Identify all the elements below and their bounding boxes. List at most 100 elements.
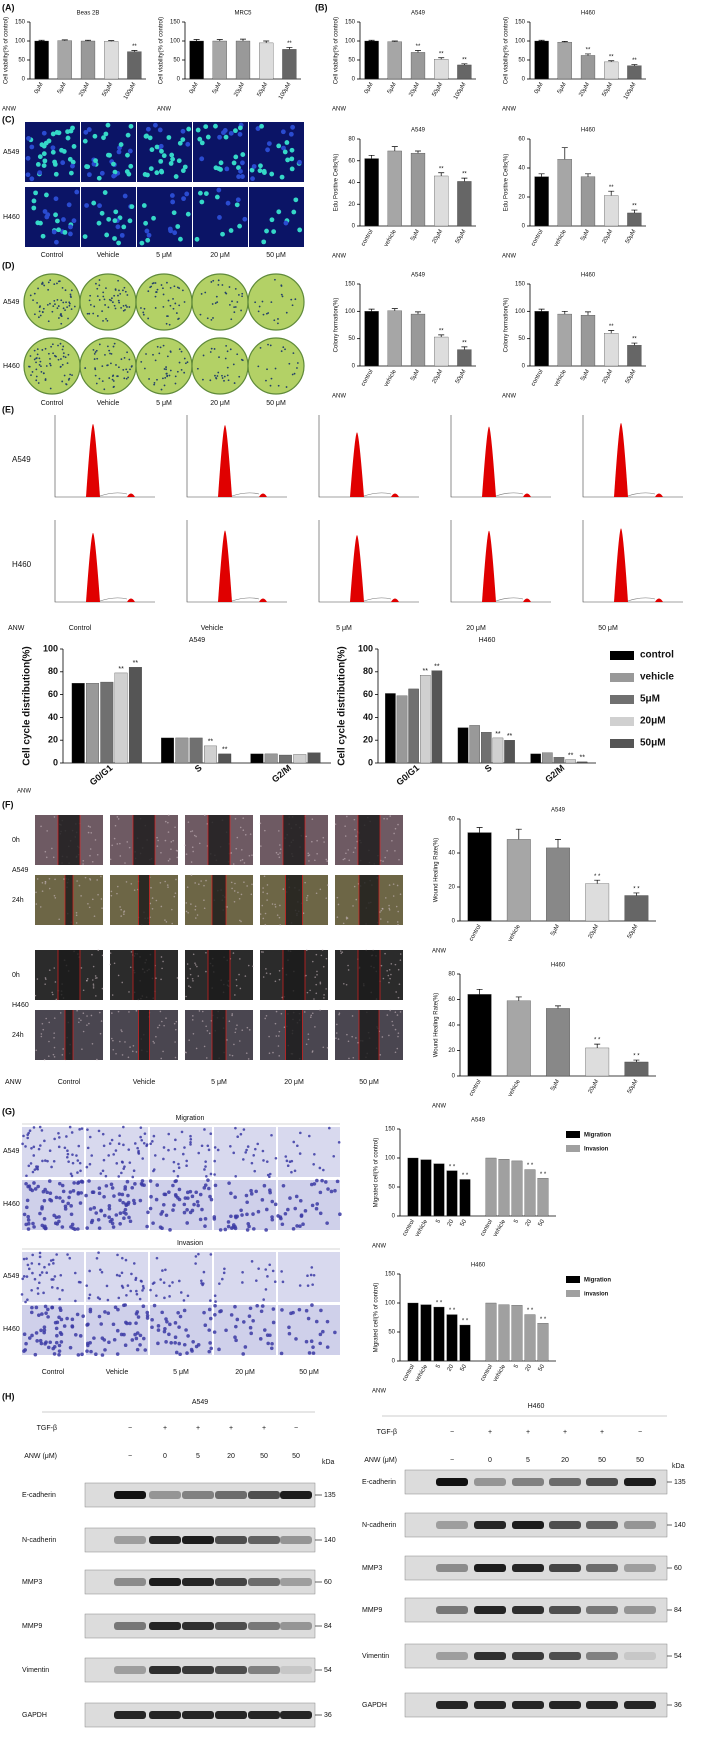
colony — [156, 378, 158, 381]
colony — [226, 366, 229, 369]
stained-cell — [123, 1207, 128, 1212]
stained-cell — [99, 1322, 104, 1326]
x-axis-label: ANW — [332, 107, 346, 113]
stained-cell — [242, 1128, 246, 1131]
cell-speck — [52, 993, 54, 996]
stained-cell — [51, 1258, 55, 1262]
fit-curve — [231, 597, 260, 602]
cell-speck — [54, 981, 57, 983]
stained-cell — [113, 1305, 118, 1310]
stained-cell — [233, 1335, 237, 1340]
nucleus — [177, 140, 183, 146]
stained-cell — [142, 1183, 146, 1188]
plate — [247, 273, 305, 331]
stained-cell — [311, 1345, 315, 1349]
colony — [110, 352, 113, 355]
cell-speck — [101, 987, 104, 990]
stained-cell — [66, 1155, 69, 1159]
nucleus — [68, 128, 74, 134]
bar — [34, 40, 49, 80]
band — [624, 1701, 656, 1709]
cell-speck — [340, 952, 343, 955]
cell-speck — [233, 1043, 235, 1046]
stained-cell — [203, 1183, 208, 1187]
nucleus — [231, 160, 237, 166]
colony — [38, 310, 41, 313]
wound-gap — [283, 815, 305, 865]
cell-speck — [230, 852, 233, 854]
colony — [232, 363, 235, 366]
stained-cell — [264, 1228, 268, 1232]
x-axis-label: ANW — [502, 394, 516, 400]
error-bar — [391, 146, 398, 151]
nucleus — [234, 202, 240, 208]
stained-cell — [122, 1216, 126, 1220]
stained-cell — [244, 1151, 247, 1154]
stained-cell — [207, 1349, 212, 1354]
colony — [35, 357, 38, 360]
bar — [459, 1324, 471, 1362]
stained-cell — [39, 1328, 43, 1333]
colony — [152, 282, 155, 284]
stained-cell — [162, 1281, 166, 1284]
stained-cell — [40, 1205, 44, 1209]
error-bar — [263, 40, 270, 43]
column-label: Vehicle — [201, 625, 224, 632]
cell-speck — [397, 923, 399, 926]
colony — [114, 289, 117, 291]
nucleus — [112, 218, 118, 224]
cell-speck — [272, 1051, 274, 1054]
nucleus — [225, 200, 231, 206]
band — [624, 1652, 656, 1660]
cell-speck — [345, 852, 347, 855]
stained-cell — [285, 1159, 289, 1163]
nucleus — [233, 154, 239, 160]
colony — [60, 315, 63, 317]
stained-cell — [121, 1161, 124, 1164]
stained-cell — [36, 1184, 40, 1189]
stained-cell — [164, 1340, 168, 1344]
stained-cell — [250, 1260, 254, 1263]
stained-cell — [162, 1192, 167, 1197]
bar — [506, 1000, 531, 1077]
stained-cell — [200, 1279, 203, 1283]
legend-label: Migration — [584, 1278, 611, 1284]
nucleus — [142, 172, 148, 177]
colony — [168, 374, 171, 377]
stained-cell — [77, 1280, 81, 1284]
column-label: 5 μM — [336, 625, 352, 632]
nucleus — [297, 159, 302, 165]
stained-cell — [245, 1148, 248, 1152]
nucleus — [276, 209, 282, 215]
y-tick-label: 0 — [452, 919, 456, 925]
x-tick-label: 100μM — [623, 82, 637, 101]
bar — [457, 727, 469, 764]
stained-cell — [171, 1183, 175, 1188]
protein-label: N-cadherin — [362, 1522, 396, 1529]
nucleus — [82, 234, 88, 239]
x-tick-label: 50μM — [455, 229, 468, 245]
cell-speck — [347, 969, 350, 971]
y-tick-label: 0 — [522, 77, 526, 83]
x-axis-label: ANW — [502, 107, 516, 113]
stained-cell — [122, 1167, 126, 1170]
y-tick-label: 150 — [345, 20, 356, 26]
stained-cell — [185, 1208, 189, 1212]
stained-cell — [208, 1341, 212, 1345]
stained-cell — [128, 1219, 133, 1224]
cell-speck — [150, 886, 152, 889]
cell-speck — [91, 1042, 94, 1045]
nucleus — [276, 143, 282, 149]
stained-cell — [263, 1328, 267, 1332]
colony — [118, 301, 121, 304]
nucleus — [118, 142, 124, 147]
stained-cell — [213, 1312, 217, 1317]
nucleus — [37, 154, 43, 160]
wound-edge — [285, 1010, 303, 1060]
cell-speck — [59, 1012, 62, 1014]
nucleus — [216, 187, 222, 193]
bar — [387, 150, 402, 227]
stained-cell — [27, 1184, 32, 1188]
protein-label: E-cadherin — [362, 1479, 396, 1486]
